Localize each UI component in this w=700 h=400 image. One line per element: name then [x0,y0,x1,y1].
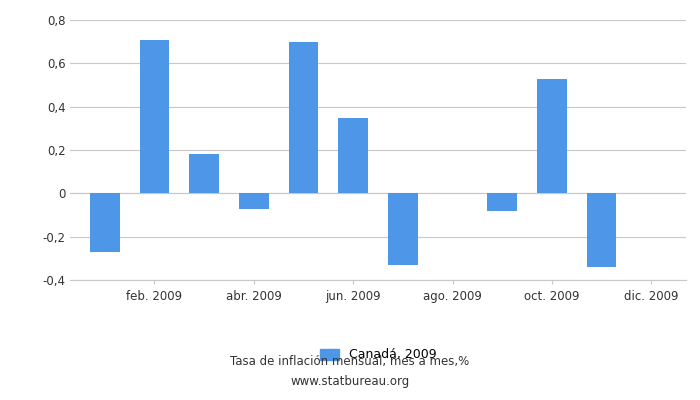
Bar [487,193,517,211]
Legend: Canadá, 2009: Canadá, 2009 [315,344,441,366]
Bar [587,193,617,267]
Text: Tasa de inflación mensual, mes a mes,%
www.statbureau.org: Tasa de inflación mensual, mes a mes,% w… [230,356,470,388]
Bar [90,193,120,252]
Bar [537,78,567,193]
Bar [239,193,269,208]
Bar [388,193,418,265]
Bar [139,40,169,193]
Bar [189,154,219,193]
Bar [338,118,368,193]
Bar [288,42,318,193]
